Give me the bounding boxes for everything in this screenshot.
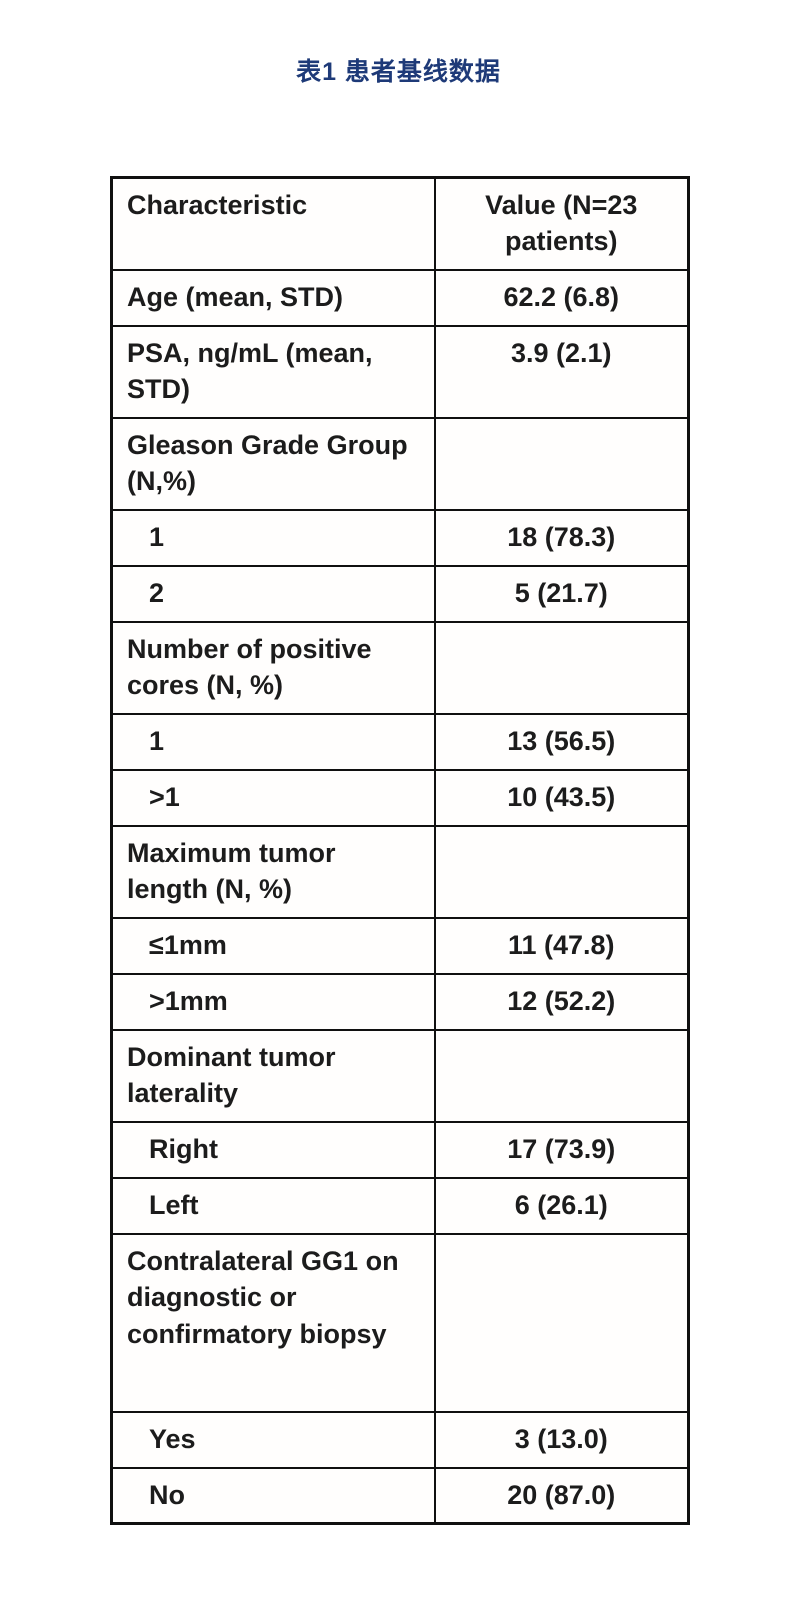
- table-row: Gleason Grade Group (N,%): [110, 416, 690, 511]
- value-cell: [433, 1028, 690, 1123]
- characteristic-cell: >1: [110, 768, 436, 827]
- value-cell: 5 (21.7): [433, 564, 690, 623]
- table-row: Number of positive cores (N, %): [110, 620, 690, 715]
- table-row: Dominant tumor laterality: [110, 1028, 690, 1123]
- value-cell: 3.9 (2.1): [433, 324, 690, 419]
- characteristic-cell: Yes: [110, 1410, 436, 1469]
- table-row: Yes 3 (13.0): [110, 1410, 690, 1469]
- table-row: Left 6 (26.1): [110, 1176, 690, 1235]
- baseline-characteristics-table: Characteristic Value (N=23 patients) Age…: [110, 176, 690, 1526]
- table-row: >1mm 12 (52.2): [110, 972, 690, 1031]
- table-header-row: Characteristic Value (N=23 patients): [110, 176, 690, 271]
- value-cell: 20 (87.0): [433, 1466, 690, 1525]
- table-caption: 表1 患者基线数据: [296, 58, 501, 86]
- table-row: 1 13 (56.5): [110, 712, 690, 771]
- table-row: 2 5 (21.7): [110, 564, 690, 623]
- value-cell: [433, 824, 690, 919]
- characteristic-cell: Age (mean, STD): [110, 268, 436, 327]
- value-cell: [433, 1232, 690, 1413]
- table-row: Right 17 (73.9): [110, 1120, 690, 1179]
- table-row: >1 10 (43.5): [110, 768, 690, 827]
- characteristic-cell: Maximum tumor length (N, %): [110, 824, 436, 919]
- characteristic-cell: 1: [110, 508, 436, 567]
- value-cell: [433, 620, 690, 715]
- characteristic-cell: Gleason Grade Group (N,%): [110, 416, 436, 511]
- value-cell: 17 (73.9): [433, 1120, 690, 1179]
- table-row: No 20 (87.0): [110, 1466, 690, 1525]
- table-row: PSA, ng/mL (mean, STD) 3.9 (2.1): [110, 324, 690, 419]
- characteristic-cell: Contralateral GG1 on diagnostic or confi…: [110, 1232, 436, 1413]
- characteristic-cell: PSA, ng/mL (mean, STD): [110, 324, 436, 419]
- value-cell: 10 (43.5): [433, 768, 690, 827]
- value-cell: 12 (52.2): [433, 972, 690, 1031]
- table-row: Age (mean, STD) 62.2 (6.8): [110, 268, 690, 327]
- value-cell: 11 (47.8): [433, 916, 690, 975]
- value-cell: 13 (56.5): [433, 712, 690, 771]
- characteristic-cell: 1: [110, 712, 436, 771]
- column-header-characteristic: Characteristic: [110, 176, 436, 271]
- characteristic-cell: Dominant tumor laterality: [110, 1028, 436, 1123]
- characteristic-cell: 2: [110, 564, 436, 623]
- value-cell: 18 (78.3): [433, 508, 690, 567]
- value-cell: [433, 416, 690, 511]
- value-cell: 62.2 (6.8): [433, 268, 690, 327]
- table-row: Contralateral GG1 on diagnostic or confi…: [110, 1232, 690, 1413]
- value-cell: 6 (26.1): [433, 1176, 690, 1235]
- characteristic-cell: No: [110, 1466, 436, 1525]
- characteristic-cell: Number of positive cores (N, %): [110, 620, 436, 715]
- characteristic-cell: >1mm: [110, 972, 436, 1031]
- table-row: Maximum tumor length (N, %): [110, 824, 690, 919]
- characteristic-cell: Left: [110, 1176, 436, 1235]
- characteristic-cell: ≤1mm: [110, 916, 436, 975]
- table-row: 1 18 (78.3): [110, 508, 690, 567]
- column-header-value: Value (N=23 patients): [433, 176, 690, 271]
- characteristic-cell: Right: [110, 1120, 436, 1179]
- table-row: ≤1mm 11 (47.8): [110, 916, 690, 975]
- value-cell: 3 (13.0): [433, 1410, 690, 1469]
